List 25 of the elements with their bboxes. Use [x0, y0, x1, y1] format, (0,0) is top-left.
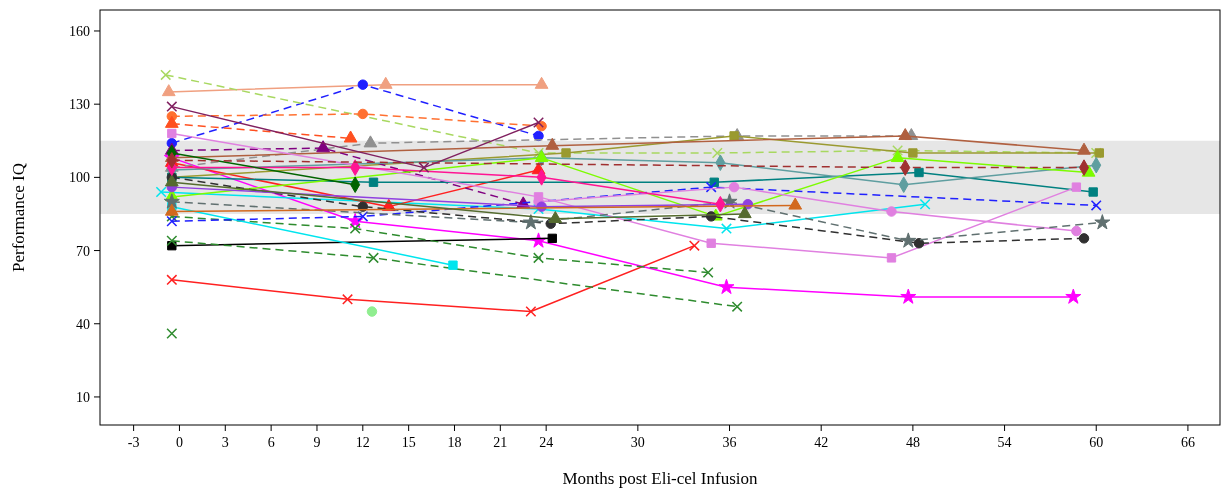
x-tick-label: 9: [313, 435, 321, 450]
x-tick-label: 18: [447, 435, 462, 450]
x-tick-label: 54: [997, 435, 1012, 450]
y-tick-label: 100: [69, 170, 90, 186]
y-axis-title: Performance IQ: [9, 162, 28, 273]
x-tick-label: 24: [539, 435, 554, 450]
x-tick-label: 6: [267, 435, 275, 450]
y-tick-label: 40: [76, 316, 90, 332]
x-tick-label: 12: [355, 435, 370, 450]
x-tick-label: 30: [630, 435, 645, 450]
x-tick-label: 3: [221, 435, 229, 450]
y-tick-label: 160: [69, 23, 90, 39]
x-tick-label: 21: [493, 435, 508, 450]
x-tick-label: 42: [814, 435, 829, 450]
x-tick-label: -3: [127, 435, 140, 450]
x-tick-label: 36: [722, 435, 737, 450]
x-tick-label: 15: [401, 435, 416, 450]
x-tick-label: 48: [905, 435, 920, 450]
x-tick-label: 66: [1180, 435, 1195, 450]
x-axis-title: Months post Eli-cel Infusion: [562, 469, 758, 488]
y-tick-label: 130: [69, 97, 90, 113]
y-tick-label: 70: [76, 243, 90, 259]
x-tick-label: 60: [1089, 435, 1104, 450]
x-tick-label: 0: [175, 435, 183, 450]
y-tick-label: 10: [76, 389, 90, 405]
